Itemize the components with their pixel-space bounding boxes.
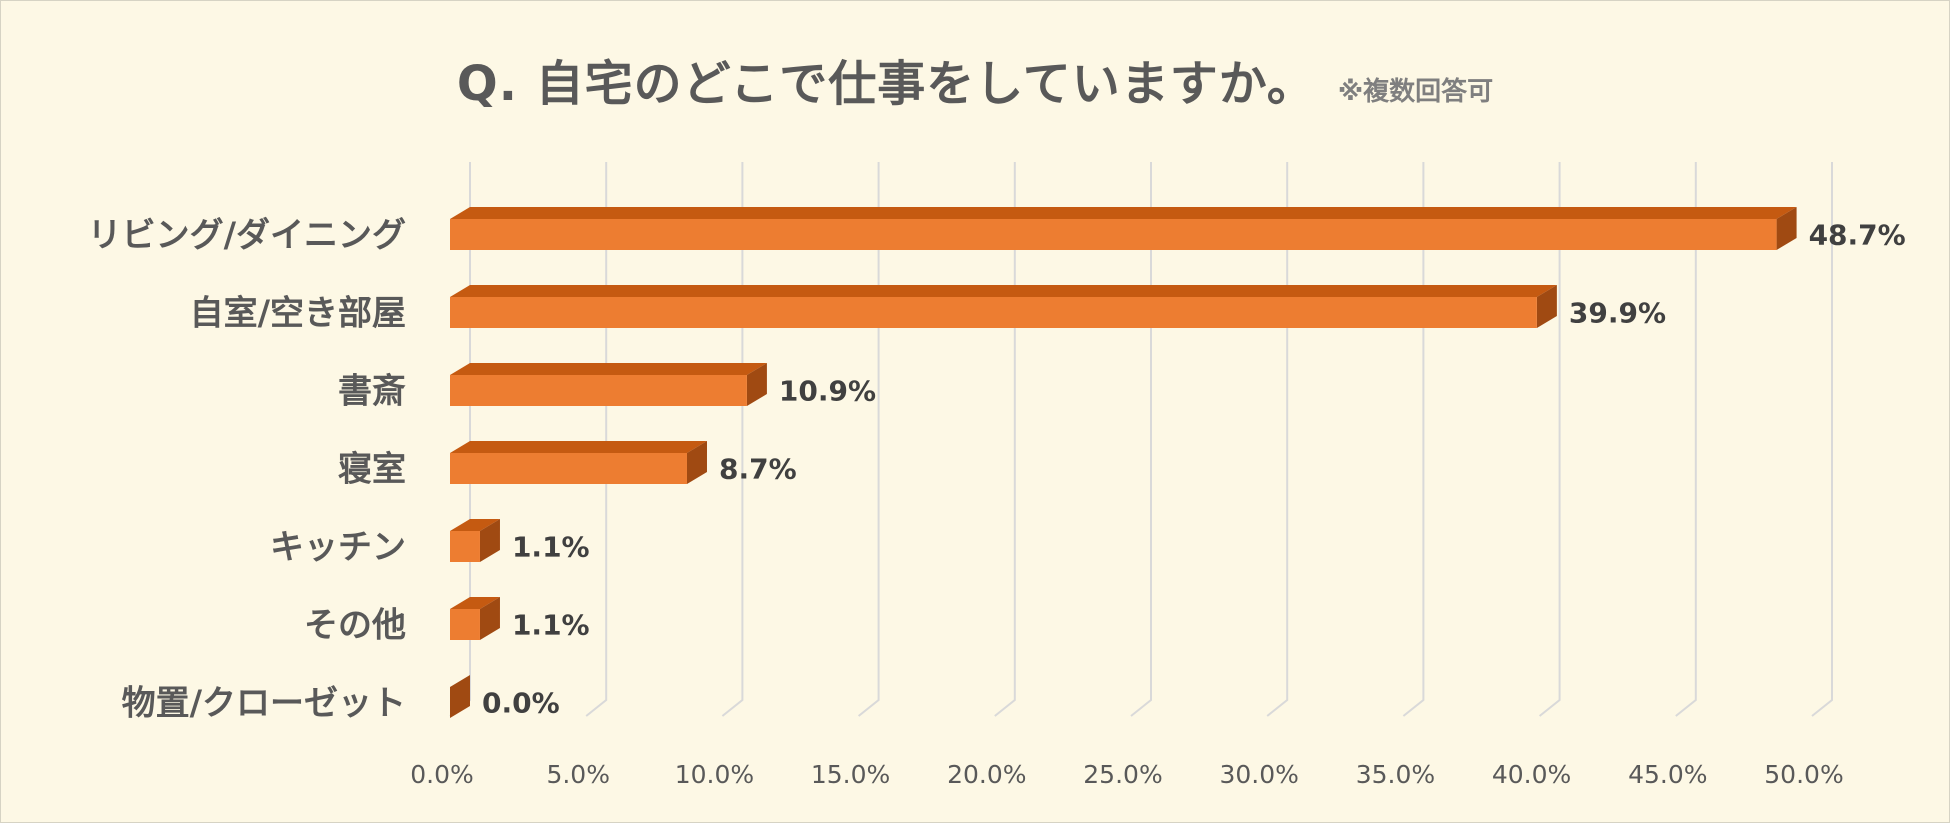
- bars: [450, 207, 1797, 718]
- bar-top-face: [450, 441, 707, 453]
- value-label: 0.0%: [482, 687, 560, 720]
- gridline: [585, 162, 608, 717]
- bar-top-face: [450, 363, 767, 375]
- bar-side-face: [450, 675, 470, 718]
- bar: [450, 519, 500, 562]
- x-tick-label: 0.0%: [410, 760, 474, 789]
- gridline: [1675, 162, 1697, 717]
- bar-side-face: [686, 441, 707, 484]
- gridline: [994, 162, 1016, 717]
- category-label: キッチン: [270, 528, 406, 568]
- bar: [450, 285, 1557, 328]
- bar-side-face: [1776, 207, 1797, 250]
- value-label: 1.1%: [512, 609, 590, 642]
- gridline: [1266, 162, 1289, 717]
- bar-front-face: [450, 219, 1777, 250]
- bar-front-face: [450, 531, 480, 562]
- x-tick-label: 15.0%: [811, 760, 890, 789]
- gridline: [1538, 162, 1561, 717]
- category-label: 自室/空き部屋: [190, 294, 406, 334]
- chart-title: Q. 自宅のどこで仕事をしていますか。 ※複数回答可: [0, 44, 1950, 114]
- bar-front-face: [450, 453, 687, 484]
- category-label: 物置/クローゼット: [122, 684, 406, 724]
- value-label: 10.9%: [779, 375, 876, 408]
- value-labels: 48.7% 39.9% 10.9% 8.7% 1.1% 1.1% 0.0%: [482, 219, 1906, 720]
- x-tick-label: 35.0%: [1356, 760, 1435, 789]
- bar-side-face: [479, 519, 500, 562]
- x-tick-label: 45.0%: [1628, 760, 1707, 789]
- bar-side-face: [746, 363, 767, 406]
- category-label: リビング/ダイニング: [88, 216, 406, 256]
- gridline: [1402, 162, 1425, 717]
- bar-side-face: [1536, 285, 1557, 328]
- bar-front-face: [450, 375, 747, 406]
- bar-top-face: [450, 519, 500, 531]
- title-main: Q. 自宅のどこで仕事をしていますか。: [456, 56, 1316, 112]
- bar: [450, 363, 767, 406]
- value-label: 8.7%: [719, 453, 797, 486]
- bar-side-face: [479, 597, 500, 640]
- value-label: 48.7%: [1809, 219, 1906, 252]
- bar: [450, 441, 707, 484]
- title-note: ※複数回答可: [1337, 77, 1494, 107]
- x-tick-label: 10.0%: [675, 760, 754, 789]
- gridline: [721, 162, 744, 717]
- bar-front-face: [450, 609, 480, 640]
- x-tick-label: 25.0%: [1083, 760, 1162, 789]
- bar-front-face: [450, 297, 1537, 328]
- bar-top-face: [450, 207, 1797, 219]
- gridline: [1811, 162, 1833, 717]
- bar: [450, 597, 500, 640]
- x-tick-label: 5.0%: [546, 760, 610, 789]
- category-label: その他: [304, 606, 406, 646]
- bar: [450, 675, 470, 718]
- bar-top-face: [450, 597, 500, 609]
- bar: [450, 207, 1797, 250]
- x-tick-label: 40.0%: [1492, 760, 1571, 789]
- category-label: 書斎: [338, 372, 406, 412]
- value-label: 1.1%: [512, 531, 590, 564]
- x-tick-label: 20.0%: [947, 760, 1026, 789]
- x-tick-label: 50.0%: [1764, 760, 1843, 789]
- x-tick-label: 30.0%: [1219, 760, 1298, 789]
- value-label: 39.9%: [1569, 297, 1666, 330]
- x-axis-ticks: 0.0% 5.0% 10.0% 15.0% 20.0% 25.0% 30.0% 35.0% 40…: [410, 760, 1843, 789]
- category-label: 寝室: [338, 450, 406, 490]
- bar-top-face: [450, 285, 1557, 297]
- gridline: [857, 162, 880, 717]
- gridline: [1130, 162, 1152, 717]
